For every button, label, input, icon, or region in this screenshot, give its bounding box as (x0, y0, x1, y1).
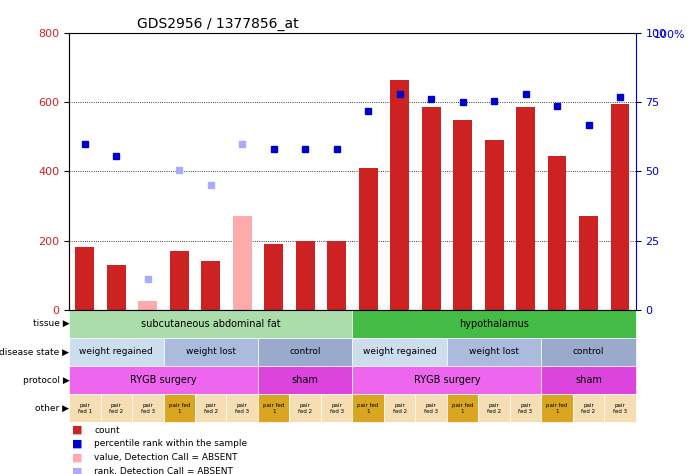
Text: pair
fed 2: pair fed 2 (204, 403, 218, 414)
FancyBboxPatch shape (478, 394, 510, 422)
Text: count: count (94, 426, 120, 435)
Bar (170, 251, 189, 310)
Bar (328, 241, 346, 310)
Text: ■: ■ (73, 453, 83, 463)
FancyBboxPatch shape (352, 394, 384, 422)
Text: sham: sham (292, 375, 319, 385)
FancyBboxPatch shape (69, 366, 258, 394)
FancyBboxPatch shape (164, 394, 195, 422)
FancyBboxPatch shape (447, 338, 541, 366)
Text: protocol ▶: protocol ▶ (23, 375, 69, 384)
Bar (107, 265, 126, 310)
Text: pair
fed 2: pair fed 2 (392, 403, 407, 414)
Text: weight lost: weight lost (186, 347, 236, 356)
FancyBboxPatch shape (101, 394, 132, 422)
Text: weight regained: weight regained (79, 347, 153, 356)
Text: control: control (290, 347, 321, 356)
FancyBboxPatch shape (541, 394, 573, 422)
Text: pair fed
1: pair fed 1 (547, 403, 568, 414)
Bar (201, 261, 220, 310)
Text: percentile rank within the sample: percentile rank within the sample (94, 439, 247, 448)
FancyBboxPatch shape (352, 366, 541, 394)
FancyBboxPatch shape (69, 394, 101, 422)
Text: other ▶: other ▶ (35, 404, 69, 413)
Text: weight lost: weight lost (469, 347, 519, 356)
Text: ■: ■ (73, 439, 83, 449)
Bar (296, 241, 314, 310)
Text: pair
fed 2: pair fed 2 (581, 403, 596, 414)
Text: value, Detection Call = ABSENT: value, Detection Call = ABSENT (94, 454, 238, 463)
Bar (390, 80, 409, 310)
FancyBboxPatch shape (69, 310, 352, 338)
Bar (484, 140, 504, 310)
Text: pair
fed 3: pair fed 3 (613, 403, 627, 414)
FancyBboxPatch shape (290, 394, 321, 422)
Text: control: control (573, 347, 604, 356)
Text: pair
fed 2: pair fed 2 (298, 403, 312, 414)
Text: disease state ▶: disease state ▶ (0, 347, 69, 356)
Bar (611, 104, 630, 310)
Bar (579, 216, 598, 310)
Text: GDS2956 / 1377856_at: GDS2956 / 1377856_at (137, 17, 299, 31)
Bar (359, 168, 377, 310)
FancyBboxPatch shape (415, 394, 447, 422)
FancyBboxPatch shape (258, 366, 352, 394)
Text: hypothalamus: hypothalamus (459, 319, 529, 329)
Text: RYGB surgery: RYGB surgery (130, 375, 197, 385)
Text: pair
fed 3: pair fed 3 (518, 403, 533, 414)
Text: sham: sham (575, 375, 602, 385)
FancyBboxPatch shape (447, 394, 478, 422)
Bar (547, 156, 567, 310)
FancyBboxPatch shape (195, 394, 227, 422)
Text: ■: ■ (73, 425, 83, 435)
Bar (453, 119, 472, 310)
FancyBboxPatch shape (541, 338, 636, 366)
FancyBboxPatch shape (384, 394, 415, 422)
Text: rank, Detection Call = ABSENT: rank, Detection Call = ABSENT (94, 467, 233, 474)
Text: ■: ■ (73, 467, 83, 474)
FancyBboxPatch shape (573, 394, 604, 422)
FancyBboxPatch shape (352, 310, 636, 338)
Text: pair
fed 3: pair fed 3 (141, 403, 155, 414)
Text: pair fed
1: pair fed 1 (357, 403, 379, 414)
Bar (516, 108, 535, 310)
Text: pair
fed 1: pair fed 1 (78, 403, 92, 414)
Text: pair
fed 2: pair fed 2 (109, 403, 124, 414)
FancyBboxPatch shape (258, 338, 352, 366)
Text: pair
fed 2: pair fed 2 (487, 403, 501, 414)
Text: pair
fed 3: pair fed 3 (330, 403, 343, 414)
Bar (75, 247, 94, 310)
FancyBboxPatch shape (69, 338, 164, 366)
Text: subcutaneous abdominal fat: subcutaneous abdominal fat (141, 319, 281, 329)
FancyBboxPatch shape (604, 394, 636, 422)
FancyBboxPatch shape (258, 394, 290, 422)
FancyBboxPatch shape (541, 366, 636, 394)
FancyBboxPatch shape (132, 394, 164, 422)
FancyBboxPatch shape (321, 394, 352, 422)
Text: weight regained: weight regained (363, 347, 437, 356)
Y-axis label: 100%: 100% (654, 30, 685, 40)
Text: pair fed
1: pair fed 1 (263, 403, 285, 414)
FancyBboxPatch shape (164, 338, 258, 366)
Bar (422, 108, 441, 310)
Text: pair
fed 3: pair fed 3 (235, 403, 249, 414)
Text: pair fed
1: pair fed 1 (452, 403, 473, 414)
Text: RYGB surgery: RYGB surgery (413, 375, 480, 385)
FancyBboxPatch shape (227, 394, 258, 422)
FancyBboxPatch shape (352, 338, 447, 366)
Bar (264, 244, 283, 310)
Bar (233, 216, 252, 310)
Text: pair fed
1: pair fed 1 (169, 403, 190, 414)
Text: pair
fed 3: pair fed 3 (424, 403, 438, 414)
Text: tissue ▶: tissue ▶ (32, 319, 69, 328)
Bar (138, 301, 158, 310)
FancyBboxPatch shape (510, 394, 541, 422)
